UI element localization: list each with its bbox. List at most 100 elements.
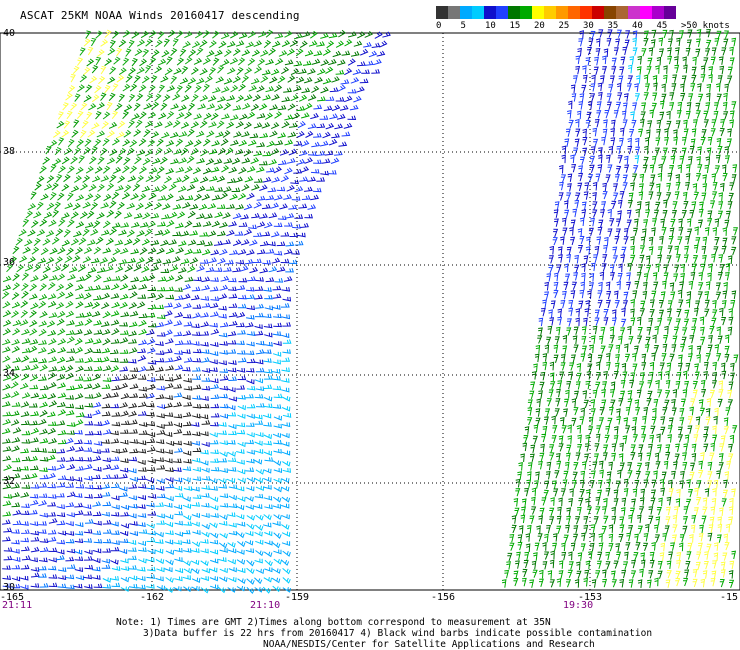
wind-barb bbox=[57, 192, 65, 201]
wind-barb bbox=[669, 353, 675, 362]
wind-barb bbox=[602, 569, 607, 578]
wind-barb bbox=[558, 164, 564, 174]
wind-barb bbox=[75, 404, 84, 410]
wind-barb bbox=[93, 357, 103, 363]
wind-barb bbox=[566, 192, 572, 201]
wind-barb bbox=[146, 402, 155, 408]
wind-barb bbox=[218, 293, 228, 300]
wind-barb bbox=[145, 256, 154, 264]
wind-barb bbox=[183, 515, 192, 521]
wind-barb bbox=[289, 39, 299, 47]
wind-barb bbox=[586, 506, 593, 515]
wind-barb bbox=[610, 272, 615, 281]
wind-barb bbox=[564, 398, 569, 408]
wind-barb bbox=[21, 484, 31, 489]
wind-barb bbox=[76, 110, 84, 119]
wind-barb bbox=[727, 399, 734, 408]
wind-barb bbox=[716, 30, 722, 39]
scale-swatch bbox=[472, 6, 484, 19]
wind-barb bbox=[675, 254, 681, 263]
wind-barb bbox=[711, 119, 717, 128]
wind-barb bbox=[239, 265, 249, 272]
wind-barb bbox=[669, 227, 675, 237]
wind-barb bbox=[696, 345, 702, 355]
wind-barb bbox=[664, 136, 669, 146]
wind-barb bbox=[110, 576, 120, 581]
wind-barb bbox=[142, 48, 150, 58]
wind-barb bbox=[702, 570, 708, 579]
wind-barb bbox=[183, 385, 193, 391]
wind-barb bbox=[256, 113, 266, 119]
wind-barb bbox=[599, 407, 605, 416]
wind-barb bbox=[102, 464, 112, 470]
wind-barb bbox=[66, 336, 75, 344]
wind-barb bbox=[120, 586, 130, 592]
wind-barb bbox=[127, 540, 137, 545]
wind-barb bbox=[173, 422, 182, 428]
wind-barb bbox=[147, 458, 156, 464]
wind-barb bbox=[649, 182, 655, 191]
wind-barb bbox=[108, 256, 117, 264]
wind-barb bbox=[541, 497, 547, 506]
wind-barb bbox=[165, 467, 174, 473]
wind-barb bbox=[39, 557, 48, 563]
wind-barb bbox=[173, 440, 182, 446]
wind-barb bbox=[723, 417, 729, 426]
wind-barb bbox=[608, 533, 614, 543]
wind-barb bbox=[235, 259, 245, 265]
wind-barb bbox=[680, 263, 685, 273]
wind-barb bbox=[534, 480, 539, 489]
wind-barb bbox=[627, 64, 633, 74]
wind-barb bbox=[103, 276, 112, 283]
wind-barb bbox=[128, 302, 138, 309]
wind-barb bbox=[595, 433, 601, 443]
wind-barb bbox=[633, 165, 639, 174]
wind-barb bbox=[317, 96, 326, 102]
wind-barb bbox=[145, 365, 155, 371]
wind-barb bbox=[193, 193, 203, 202]
wind-barb bbox=[30, 567, 40, 572]
wind-barb bbox=[560, 353, 566, 363]
wind-barb bbox=[643, 38, 649, 47]
wind-barb bbox=[227, 542, 236, 548]
wind-barb bbox=[153, 202, 163, 210]
wind-barb bbox=[128, 555, 137, 561]
wind-barb bbox=[686, 163, 691, 173]
wind-barb bbox=[11, 292, 20, 300]
wind-barb bbox=[639, 381, 645, 390]
wind-barb bbox=[182, 395, 191, 401]
wind-barb bbox=[189, 230, 199, 236]
wind-barb bbox=[66, 564, 76, 569]
wind-barb bbox=[175, 166, 185, 173]
wind-barb bbox=[232, 48, 241, 56]
wind-barb bbox=[92, 348, 102, 354]
wind-barb bbox=[583, 524, 589, 534]
wind-barb bbox=[554, 408, 560, 417]
wind-barb bbox=[179, 48, 187, 57]
wind-barb bbox=[627, 137, 632, 147]
wind-barb bbox=[146, 584, 155, 589]
wind-barb bbox=[662, 29, 668, 39]
wind-barb bbox=[182, 430, 192, 436]
wind-barb bbox=[566, 109, 572, 119]
wind-barb bbox=[335, 40, 345, 48]
wind-barb bbox=[651, 29, 657, 39]
wind-barb bbox=[646, 129, 651, 138]
wind-barb bbox=[144, 228, 153, 237]
wind-barb bbox=[640, 372, 645, 381]
wind-barb bbox=[650, 299, 655, 308]
wind-barb bbox=[2, 483, 12, 490]
wind-barb bbox=[48, 366, 58, 372]
wind-barb bbox=[232, 75, 241, 84]
wind-barb bbox=[518, 525, 524, 534]
wind-barb bbox=[608, 344, 614, 353]
wind-barb bbox=[706, 543, 712, 553]
wind-barb bbox=[22, 246, 31, 254]
scale-swatch bbox=[616, 6, 628, 19]
wind-barb bbox=[81, 120, 89, 129]
wind-barb bbox=[29, 403, 38, 408]
wind-barb bbox=[223, 186, 232, 193]
wind-barb bbox=[687, 416, 693, 425]
wind-barb bbox=[689, 145, 695, 155]
wind-barb bbox=[219, 533, 228, 539]
